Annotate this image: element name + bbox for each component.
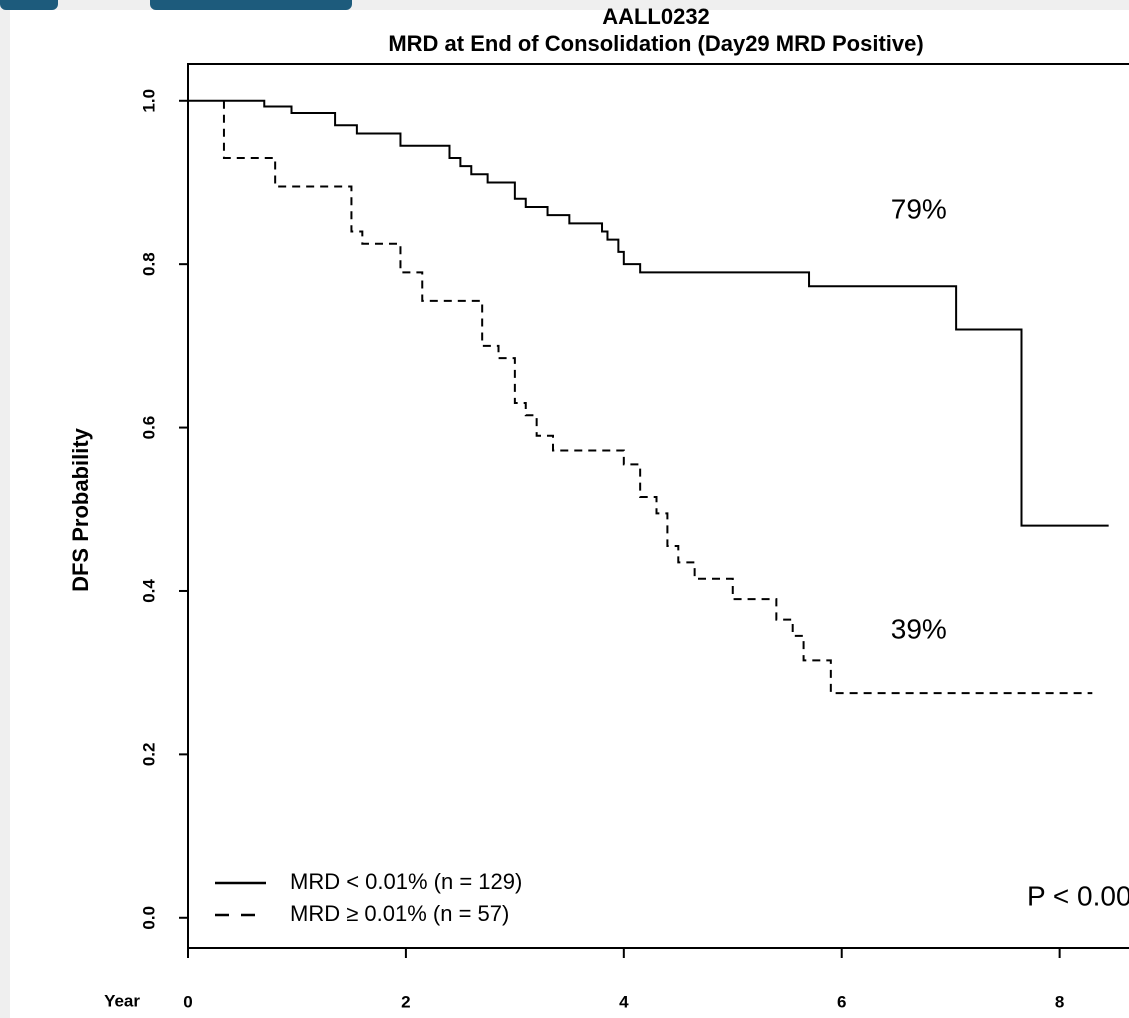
y-tick-label: 1.0: [139, 89, 158, 113]
y-tick-label: 0.0: [139, 906, 158, 930]
x-tick-label: 0: [183, 992, 192, 1011]
chart-subtitle: MRD at End of Consolidation (Day29 MRD P…: [388, 31, 923, 56]
tab[interactable]: [150, 0, 352, 10]
legend-label: MRD ≥ 0.01% (n = 57): [290, 901, 509, 926]
survival-curve: [188, 99, 1109, 527]
plot-frame: [187, 63, 1129, 949]
x-tick-label: 8: [1055, 992, 1064, 1011]
survival-curve: [222, 100, 1093, 695]
x-tick-label: 2: [401, 992, 410, 1011]
panel: [10, 10, 1129, 1018]
x-tick-label: 6: [837, 992, 846, 1011]
annotation: P < 0.0001: [1027, 881, 1129, 912]
tab[interactable]: [0, 0, 58, 10]
y-tick-label: 0.2: [139, 743, 158, 767]
annotation: 39%: [891, 613, 947, 644]
x-tick-label: 4: [619, 992, 629, 1011]
y-axis-title: DFS Probability: [68, 427, 93, 592]
annotation: 79%: [891, 193, 947, 224]
x-axis-title: Year: [104, 991, 140, 1010]
chart-title: AALL0232: [602, 4, 710, 29]
y-tick-label: 0.4: [139, 579, 158, 603]
legend-label: MRD < 0.01% (n = 129): [290, 869, 522, 894]
y-tick-label: 0.8: [139, 252, 158, 276]
y-tick-label: 0.6: [139, 416, 158, 440]
